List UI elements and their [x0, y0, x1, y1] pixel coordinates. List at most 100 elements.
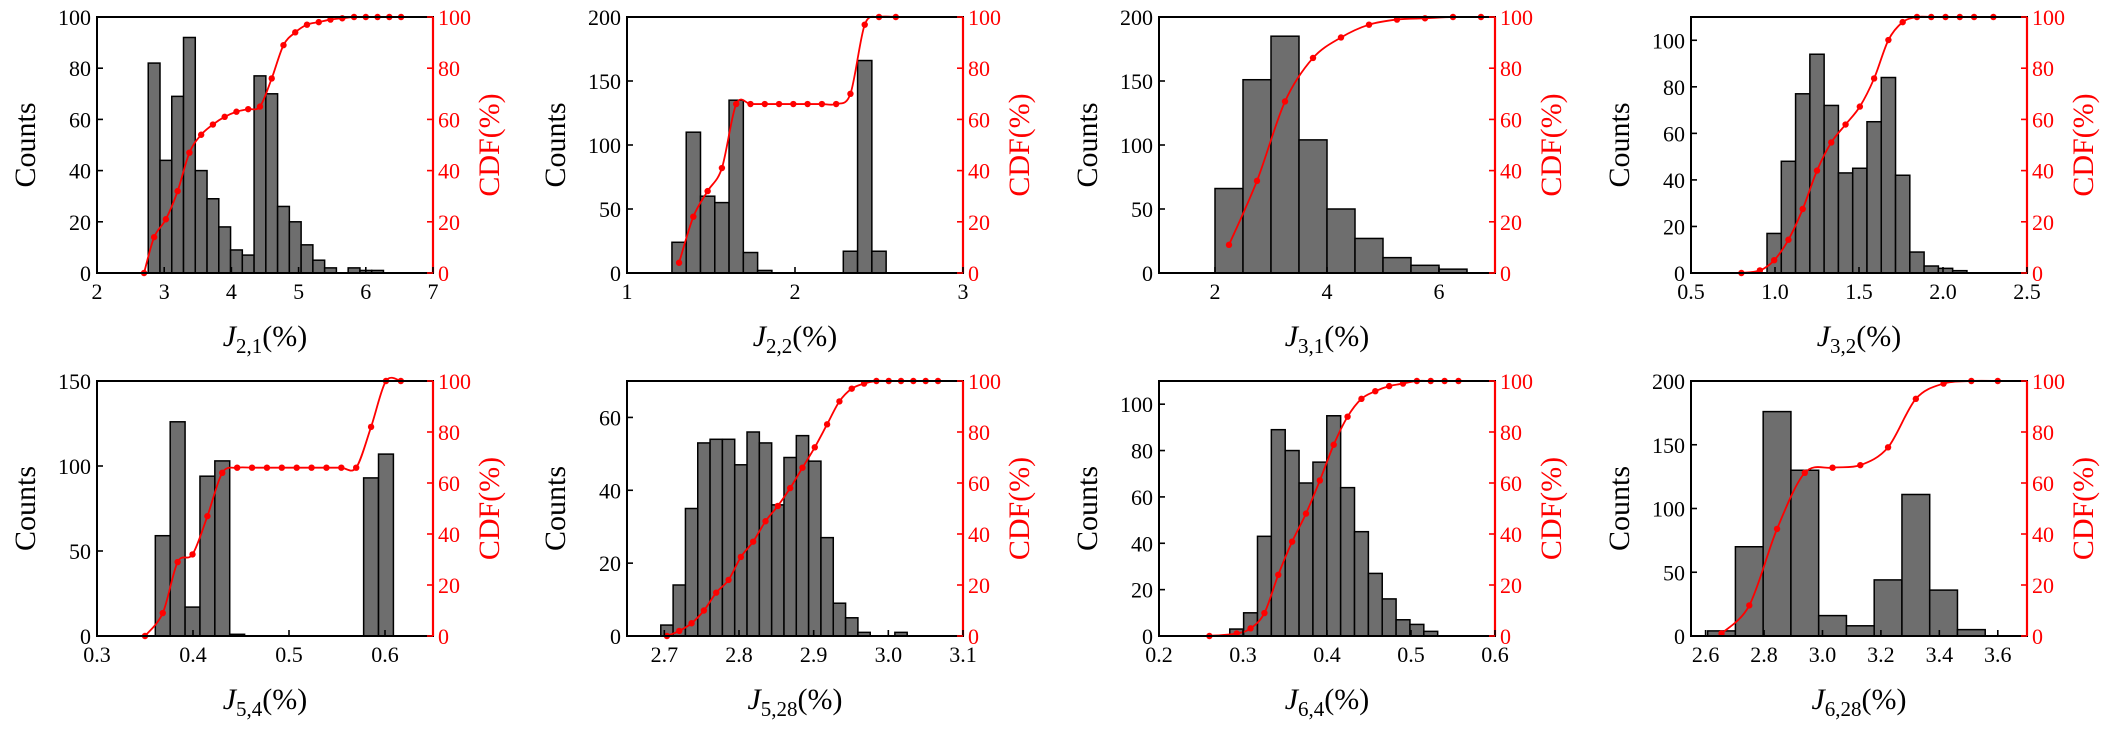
cdf-point	[725, 576, 732, 584]
histogram-bar	[1410, 264, 1440, 274]
histogram-bar	[684, 507, 699, 637]
y-tick-label: 200	[1120, 5, 1153, 30]
x-axis-label-symbol: J	[1285, 320, 1300, 353]
y2-tick-label: 100	[968, 369, 1001, 394]
cdf-point	[1253, 177, 1261, 185]
x-axis-label-unit: (%)	[262, 320, 307, 353]
y2-tick-label: 0	[1500, 261, 1511, 286]
cdf-point	[1302, 510, 1310, 517]
y2-tick-label: 60	[968, 471, 990, 496]
cdf-point	[186, 149, 193, 156]
y2-tick-label: 80	[2032, 56, 2054, 81]
histogram-bar	[1762, 410, 1792, 637]
x-tick-label: 1.0	[1761, 279, 1789, 304]
cdf-point	[1330, 441, 1337, 448]
y-tick-label: 40	[1663, 168, 1685, 193]
histogram-bar	[820, 536, 835, 637]
histogram-bar	[1409, 623, 1425, 637]
y-axis-label: Counts	[1071, 102, 1104, 187]
cdf-point	[848, 385, 855, 392]
y-tick-label: 0	[610, 624, 621, 649]
cdf-point	[762, 518, 769, 525]
cdf-point	[174, 558, 181, 566]
cdf-point	[1857, 461, 1864, 469]
y-tick-label: 100	[1120, 392, 1153, 417]
x-tick-label: 0.2	[1145, 642, 1173, 667]
x-tick-label: 2.8	[725, 642, 753, 667]
chart-panel-4: 0.5 1.0 1.5 2.0 2.5020406080100020406080100C…	[1603, 5, 2100, 358]
x-tick-label: 2.9	[800, 642, 828, 667]
histogram-bar	[758, 442, 773, 637]
cdf-point	[1870, 75, 1878, 82]
y-tick-label: 40	[69, 159, 91, 184]
cdf-point	[174, 187, 181, 195]
histogram-bar	[265, 93, 279, 274]
y2-tick-label: 60	[438, 107, 460, 132]
histogram-bar	[1312, 461, 1328, 637]
x-axis-label-unit: (%)	[262, 683, 307, 716]
histogram-bar	[194, 169, 208, 274]
cdf-point	[861, 21, 868, 28]
cdf-point	[1225, 241, 1233, 249]
y2-tick-label: 80	[1500, 56, 1522, 81]
cdf-point	[790, 100, 797, 108]
y-tick-label: 200	[588, 5, 621, 30]
histogram-bar	[1909, 251, 1925, 274]
y-tick-label: 60	[69, 107, 91, 132]
histogram-bar	[1809, 53, 1825, 274]
y2-tick-label: 0	[2032, 261, 2043, 286]
y2-tick-label: 80	[968, 56, 990, 81]
histogram-bar	[714, 201, 730, 274]
histogram-bar	[1894, 174, 1911, 274]
x-axis-label-symbol: J	[223, 320, 238, 353]
y2-tick-label: 80	[2032, 420, 2054, 445]
x-tick-label: 0.6	[1481, 642, 1509, 667]
cdf-point	[747, 100, 754, 108]
histogram-bar	[362, 477, 380, 637]
histogram-bar	[1381, 598, 1397, 637]
x-axis-label: J5,28(%)	[747, 683, 842, 721]
y-axis-label: Counts	[539, 102, 572, 187]
x-tick-label: 1	[622, 279, 633, 304]
x-axis-label-symbol: J	[1811, 683, 1826, 716]
histogram-bar	[770, 504, 785, 637]
x-tick-label: 2.6	[1692, 642, 1720, 667]
x-axis-label: J2,1(%)	[223, 320, 308, 358]
cdf-point	[733, 100, 740, 108]
y-tick-label: 50	[599, 197, 621, 222]
cdf-point	[818, 100, 826, 108]
y-tick-label: 0	[1142, 624, 1153, 649]
x-axis-label-subscript: 3,1	[1298, 334, 1324, 358]
cdf-point	[1799, 205, 1806, 213]
y-tick-label: 0	[1674, 261, 1685, 286]
cdf-point	[847, 90, 854, 98]
x-axis-label: J3,1(%)	[1285, 320, 1370, 358]
histogram-bar	[241, 254, 255, 274]
x-axis-label-unit: (%)	[792, 320, 837, 353]
y2-tick-label: 100	[438, 369, 471, 394]
y2-tick-label: 20	[1500, 573, 1522, 598]
y-tick-label: 50	[69, 539, 91, 564]
cdf-point	[1358, 395, 1365, 403]
cdf-point	[303, 21, 311, 28]
y-tick-label: 80	[69, 56, 91, 81]
x-axis-label-subscript: 5,28	[761, 697, 798, 721]
cdf-point	[1801, 469, 1809, 476]
histogram-bar	[685, 131, 702, 274]
cdf-point	[256, 103, 264, 110]
cdf-point	[1770, 257, 1778, 264]
histogram-bar	[1923, 265, 1940, 274]
histogram-bar	[169, 421, 186, 637]
histogram-bar	[699, 195, 716, 274]
histogram-bar	[1823, 104, 1840, 274]
histogram-bar	[1298, 482, 1314, 637]
x-axis-label-symbol: J	[1285, 683, 1300, 716]
cdf-point	[338, 464, 345, 471]
y2-tick-label: 40	[968, 159, 990, 184]
histogram-bar	[1794, 93, 1811, 274]
x-axis-label-unit: (%)	[1856, 320, 1901, 353]
x-tick-label: 0.6	[371, 642, 399, 667]
y2-tick-label: 60	[2032, 471, 2054, 496]
y2-axis-label: CDF(%)	[1003, 93, 1036, 196]
